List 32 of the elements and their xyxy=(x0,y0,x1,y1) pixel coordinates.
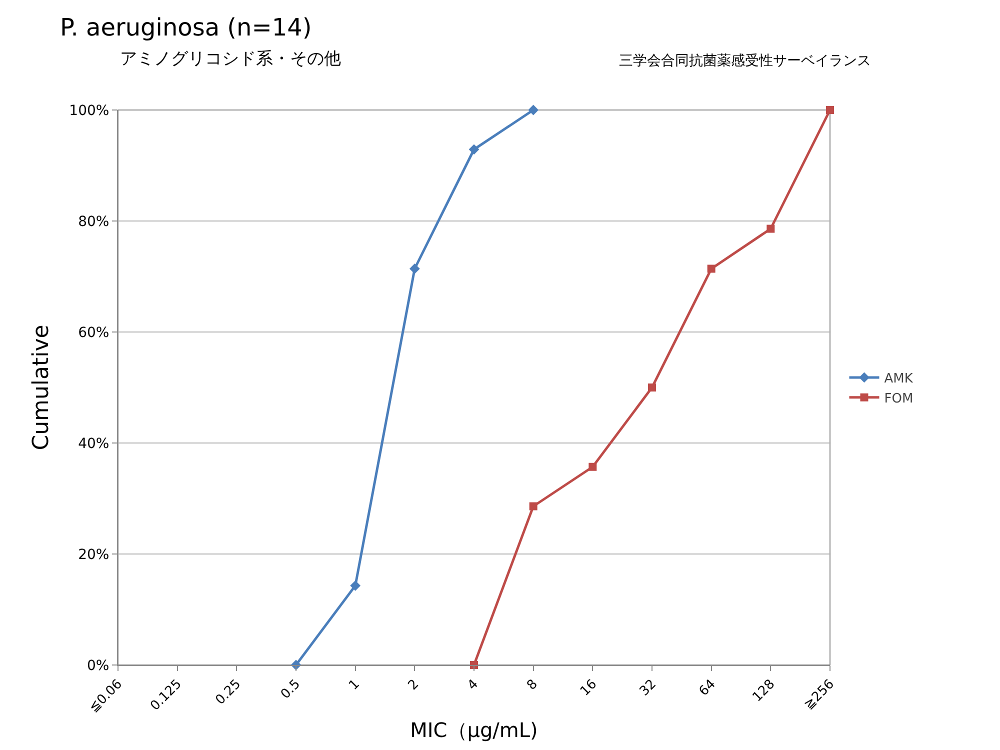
point xyxy=(707,264,716,273)
point xyxy=(648,384,656,392)
legend-label: FOM xyxy=(884,391,914,406)
y-axis-title: Cumulative xyxy=(28,324,54,450)
chart-title: P. aeruginosa (n=14) xyxy=(60,14,312,42)
x-tick-label: 128 xyxy=(750,676,778,706)
x-tick-label: 4 xyxy=(464,676,482,694)
x-tick-label: 8 xyxy=(524,676,541,694)
text: 三学会合同抗菌薬感受性サーベイランス xyxy=(619,53,871,69)
legend-label: AMK xyxy=(884,372,914,387)
chart-subtitle: アミノグリコシド系・その他 xyxy=(120,49,341,69)
point xyxy=(588,462,597,471)
point xyxy=(468,144,480,155)
point xyxy=(409,264,420,274)
point xyxy=(826,106,834,114)
point xyxy=(528,104,539,116)
y-tick-label: 60% xyxy=(78,324,110,341)
y-tick-label: 40% xyxy=(78,436,110,452)
x-tick-label: 16 xyxy=(578,676,600,700)
y-tick-label: 100% xyxy=(69,102,110,119)
x-tick-label: 64 xyxy=(696,676,719,700)
y-tick-label: 80% xyxy=(78,214,110,230)
x-tick-label: 0.5 xyxy=(278,676,304,702)
y-tick-label: 20% xyxy=(78,546,110,563)
point xyxy=(350,580,361,591)
x-tick-label: 1 xyxy=(346,676,363,694)
x-tick-label: 32 xyxy=(637,676,660,700)
x-axis-title: MIC（μg/mL) xyxy=(410,718,538,742)
y-tick-label: 0% xyxy=(86,658,110,674)
point xyxy=(529,502,538,510)
point xyxy=(766,224,775,233)
x-tick-label: 2 xyxy=(406,676,422,694)
